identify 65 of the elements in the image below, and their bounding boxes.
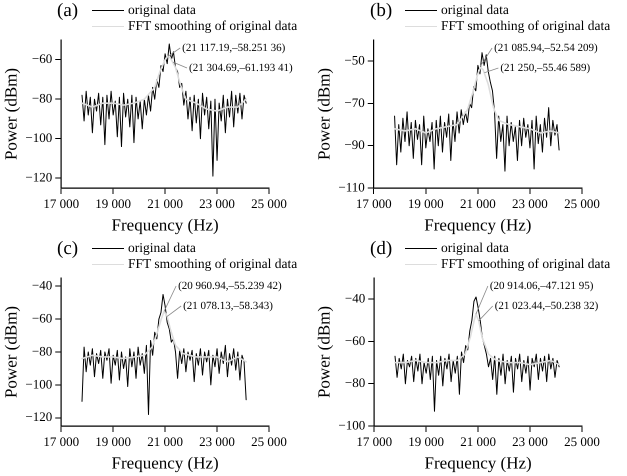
x-axis-title: Frequency (Hz) — [424, 453, 532, 472]
annotation: (21 117.19,–58.251 36) — [182, 42, 286, 54]
x-tick-label: 25 000 — [564, 434, 600, 450]
x-axis-title: Frequency (Hz) — [424, 215, 532, 234]
y-tick-label: −80 — [32, 90, 52, 106]
y-tick-label: −90 — [344, 137, 365, 152]
chart-title: (c) — [57, 238, 78, 260]
annotation: (21 023.44,–50.238 32) — [494, 300, 599, 312]
x-tick-label: 21 000 — [460, 434, 496, 450]
x-tick-label: 17 000 — [356, 434, 392, 450]
x-tick-label: 23 000 — [199, 196, 235, 212]
chart-title: (d) — [370, 238, 392, 260]
y-tick-label: −70 — [344, 94, 365, 110]
y-tick-label: −120 — [25, 409, 52, 424]
y-tick-label: −50 — [344, 52, 365, 68]
legend-label: FFT smoothing of original data — [441, 18, 610, 34]
legend-label: FFT smoothing of original data — [128, 18, 298, 34]
legend-label: FFT smoothing of original data — [128, 256, 298, 272]
y-tick-label: −60 — [32, 310, 52, 326]
y-tick-label: −40 — [344, 290, 366, 306]
annotation: (20 914.06,–47.121 95) — [490, 280, 594, 292]
legend-label: original data — [128, 2, 196, 18]
y-tick-label: −110 — [338, 179, 365, 194]
x-tick-label: 19 000 — [408, 196, 444, 212]
x-tick-label: 17 000 — [356, 196, 392, 212]
x-tick-label: 23 000 — [512, 434, 548, 450]
x-tick-label: 19 000 — [95, 434, 132, 450]
x-tick-label: 23 000 — [199, 434, 235, 450]
chart-title: (b) — [370, 0, 392, 22]
annotation: (21 078.13,–58.343) — [183, 300, 274, 312]
x-tick-label: 19 000 — [408, 434, 444, 450]
y-tick-label: −60 — [344, 332, 366, 348]
annotation: (21 250,–55.46 589) — [500, 62, 591, 74]
y-tick-label: −80 — [344, 375, 366, 390]
x-axis-title: Frequency (Hz) — [112, 453, 219, 472]
y-tick-label: −100 — [25, 130, 52, 146]
x-axis-title: Frequency (Hz) — [112, 215, 219, 234]
annotation: (21 304.69,–61.193 41) — [189, 62, 293, 74]
annotation: (21 085.94,–52.54 209) — [494, 42, 598, 54]
x-tick-label: 23 000 — [512, 196, 548, 212]
x-tick-label: 25 000 — [251, 196, 287, 212]
y-tick-label: −120 — [25, 170, 52, 185]
x-tick-label: 21 000 — [147, 434, 183, 450]
y-axis-title: Power (dBm) — [314, 68, 334, 160]
y-axis-title: Power (dBm) — [314, 306, 334, 398]
x-tick-label: 25 000 — [251, 434, 287, 450]
y-tick-label: −80 — [32, 343, 52, 358]
legend-label: original data — [441, 2, 509, 18]
y-tick-label: −40 — [32, 278, 52, 293]
x-tick-label: 17 000 — [43, 434, 80, 450]
y-axis-title: Power (dBm) — [2, 306, 21, 398]
x-tick-label: 25 000 — [564, 196, 600, 212]
x-tick-label: 21 000 — [147, 196, 183, 212]
legend-label: FFT smoothing of original data — [441, 256, 610, 272]
legend-label: original data — [441, 240, 509, 256]
annotation: (20 960.94,–55.239 42) — [178, 280, 282, 292]
legend-label: original data — [128, 240, 196, 256]
y-tick-label: −100 — [338, 417, 366, 432]
y-axis-title: Power (dBm) — [2, 68, 21, 160]
y-tick-label: −60 — [32, 51, 52, 66]
x-tick-label: 21 000 — [460, 196, 496, 212]
chart-title: (a) — [57, 0, 78, 22]
y-tick-label: −100 — [25, 376, 52, 392]
x-tick-label: 19 000 — [95, 196, 132, 212]
x-tick-label: 17 000 — [43, 196, 80, 212]
